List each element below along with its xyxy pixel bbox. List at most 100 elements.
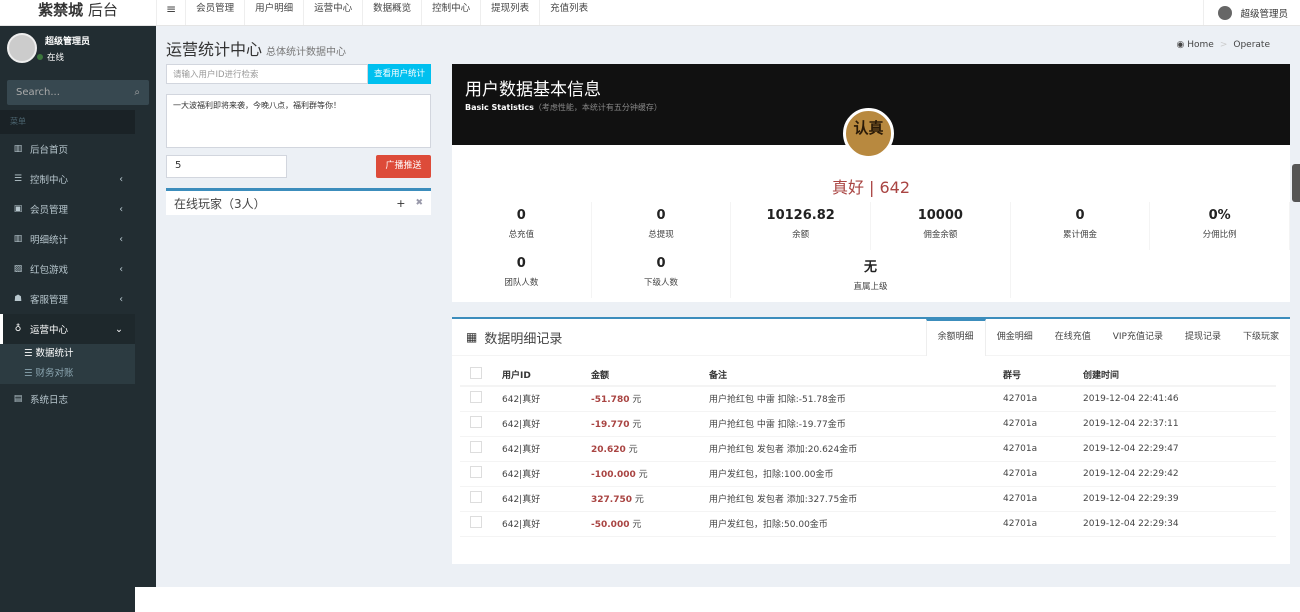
tab-0[interactable]: 余额明细 [925, 318, 986, 356]
chevron-left-icon: ‹ [119, 203, 123, 215]
stat-value: 0 [656, 208, 666, 223]
submenu-item[interactable]: ☰ 财务对账 [0, 364, 135, 384]
card-title: 用户数据基本信息 [465, 80, 601, 100]
database-icon: ▤ [13, 394, 23, 404]
table-row: 642|真好 -19.770 元用户抢红包 中雷 扣除:-19.77金币 42701… [460, 411, 1276, 437]
close-icon[interactable]: ✖ [415, 198, 423, 208]
content: 运营统计中心 总体统计数据中心 ◉ Home > Operate 请输入用户ID进行检… [156, 26, 1300, 587]
column-header: 用户ID [502, 364, 591, 387]
submenu-item[interactable]: ☰ 数据统计 [0, 344, 135, 364]
topnav-item[interactable]: 控制中心 [421, 0, 480, 25]
row-select [460, 461, 502, 487]
sidebar-item[interactable]: ♁ 运营中心 ⌄ [0, 314, 135, 344]
broadcast-message-textarea[interactable]: 一大波福利即将来袭，今晚八点，福利群等你！ [166, 94, 431, 148]
id-card-icon: ▣ [13, 204, 23, 214]
image-icon: ▨ [13, 264, 23, 274]
stat-value: 0 [516, 208, 526, 223]
tab-3[interactable]: VIP充值记录 [1112, 331, 1163, 342]
sidebar-item-label: 会员管理 [30, 205, 69, 216]
row-checkbox[interactable] [470, 441, 482, 453]
cell: 642|真好 [502, 436, 591, 462]
topnav-item[interactable]: 用户明细 [244, 0, 303, 25]
sidebar-item[interactable]: ▣ 会员管理 ‹ [0, 194, 135, 224]
user-menu[interactable]: 超级管理员 [1203, 0, 1300, 25]
tab-5[interactable]: 下级玩家 [1242, 331, 1279, 342]
brand-logo[interactable]: 紫禁城 后台 [0, 0, 156, 25]
sidebar-search[interactable]: Search... ⌕ [7, 80, 149, 105]
stat-value: 0 [1075, 208, 1085, 223]
sidebar-item[interactable]: ▨ 红包游戏 ‹ [0, 254, 135, 284]
stat-label: 总充值 [508, 230, 535, 240]
cell: 2019-12-04 22:29:34 [1083, 511, 1276, 537]
cell: 42701a [1003, 411, 1083, 437]
tab-4[interactable]: 提现记录 [1184, 331, 1221, 342]
cell: 用户抢红包 发包者 添加:20.624金币 [709, 436, 1003, 462]
chevron-left-icon: ‹ [119, 233, 123, 245]
users-icon: ☗ [13, 294, 23, 304]
topnav-item[interactable]: 提现列表 [480, 0, 539, 25]
stat-item: 0 下级人数 [592, 250, 732, 298]
amount-unit: 元 [632, 420, 642, 430]
tab-2[interactable]: 在线充值 [1054, 331, 1091, 342]
sidebar-item[interactable]: ☰ 控制中心 ‹ [0, 164, 135, 194]
stat-label: 团队人数 [504, 278, 539, 288]
row-checkbox[interactable] [470, 466, 482, 478]
brand-rest: 后台 [87, 1, 118, 19]
dashboard-icon: ◉ [1176, 40, 1188, 50]
stat-item: 0 团队人数 [452, 250, 592, 298]
tab-1[interactable]: 佣金明细 [996, 331, 1033, 342]
row-select [460, 486, 502, 512]
amount-unit: 元 [628, 445, 638, 455]
cell: 20.620 元 [591, 436, 709, 462]
card-note: （考虑性能，本统计有五分钟缓存） [533, 103, 662, 112]
row-checkbox[interactable] [470, 491, 482, 503]
table-row: 642|真好 -100.000 元用户发红包，扣除:100.00金币 42701a 2… [460, 461, 1276, 487]
amount-value: 327.750 [591, 495, 632, 505]
topnav-item[interactable]: 充值列表 [539, 0, 598, 25]
breadcrumb: ◉ Home > Operate [1176, 40, 1270, 50]
row-checkbox[interactable] [470, 391, 482, 404]
user-id-search-input[interactable]: 请输入用户ID进行检索 [166, 64, 368, 84]
avatar [1218, 5, 1233, 20]
topnav-item[interactable]: 运营中心 [303, 0, 362, 25]
cell: 42701a [1003, 436, 1083, 462]
topnav-item[interactable]: 数据概览 [362, 0, 421, 25]
select-all-checkbox[interactable] [470, 367, 482, 379]
submenu-label: 财务对账 [35, 368, 74, 379]
sidebar-item[interactable]: ▥ 后台首页 [0, 134, 135, 164]
search-icon[interactable]: ⌕ [134, 87, 140, 98]
sidebar-item[interactable]: ▤ 系统日志 [0, 384, 135, 414]
chevron-left-icon: ‹ [119, 173, 123, 185]
cell: 42701a [1003, 461, 1083, 487]
title-text: 运营统计中心 [166, 40, 263, 59]
cell: 42701a [1003, 386, 1083, 412]
avatar [7, 33, 37, 63]
menu-toggle-icon[interactable]: ≡ [156, 0, 185, 25]
stat-value: 10126.82 [766, 208, 835, 223]
amount-unit: 元 [632, 395, 642, 406]
page-title: 运营统计中心 总体统计数据中心 [166, 36, 346, 60]
view-user-stats-button[interactable]: 查看用户统计 [368, 64, 431, 84]
stat-label: 总提现 [648, 230, 674, 240]
sidebar-item[interactable]: ▥ 明细统计 ‹ [0, 224, 135, 254]
row-checkbox[interactable] [470, 516, 482, 528]
sidebar-item-label: 客服管理 [30, 295, 69, 306]
user-name: 超级管理员 [1240, 8, 1288, 20]
breadcrumb-home[interactable]: Home [1187, 40, 1214, 50]
side-handle[interactable] [1292, 164, 1300, 202]
sidebar-user-name: 超级管理员 [45, 37, 91, 47]
broadcast-count-input[interactable]: 5 [166, 155, 287, 178]
row-checkbox[interactable] [470, 416, 482, 428]
sidebar-item-label: 运营中心 [30, 325, 69, 336]
row-select [460, 511, 502, 537]
expand-plus-icon[interactable]: + [396, 196, 406, 210]
broadcast-button[interactable]: 广播推送 [376, 155, 431, 178]
topnav-item[interactable]: 会员管理 [185, 0, 244, 25]
stats-grid: 0 总充值 0 总提现 10126.82 余额 10000 佣金余额 0 累计佣金 0% 分佣比例 0 团… [452, 202, 1290, 298]
cell: 2019-12-04 22:29:42 [1083, 461, 1276, 487]
stat-value: 无 [863, 260, 877, 275]
column-header: 群号 [1003, 364, 1083, 387]
sidebar-item[interactable]: ☗ 客服管理 ‹ [0, 284, 135, 314]
cell: 642|真好 [502, 511, 591, 537]
sidebar-bottom [0, 587, 135, 612]
